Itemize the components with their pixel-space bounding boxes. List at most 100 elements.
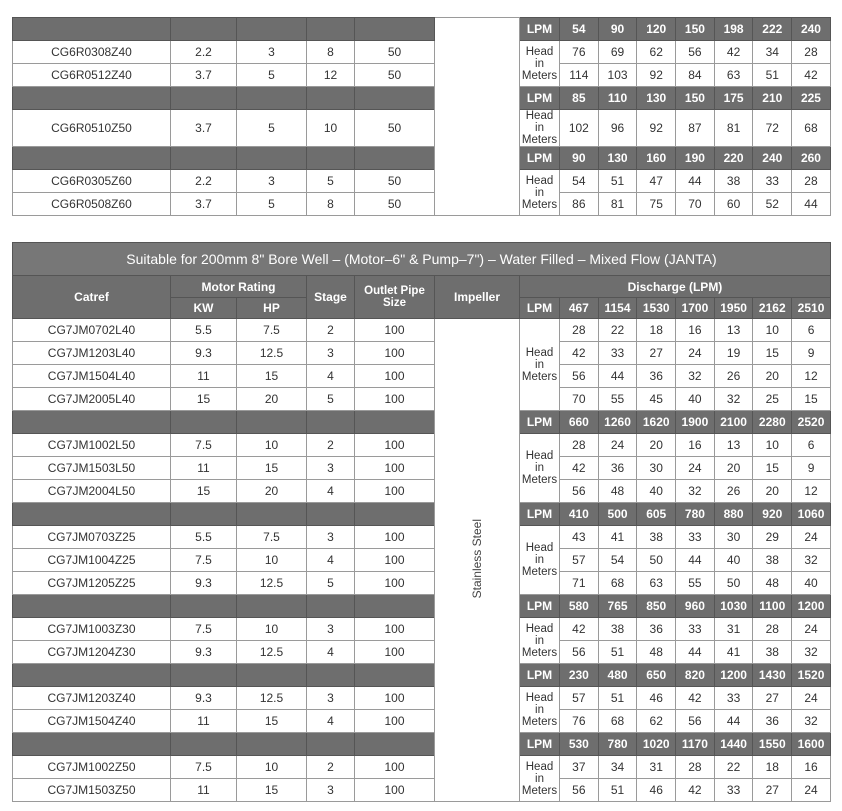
hp-cell: 10	[236, 617, 307, 641]
lpm-value: 605	[636, 502, 677, 526]
head-value: 24	[791, 778, 831, 802]
head-value: 57	[559, 686, 599, 710]
catref-cell: CG7JM1205Z25	[12, 571, 171, 595]
head-value: 28	[559, 433, 599, 457]
head-value: 15	[752, 456, 793, 480]
stage-cell: 8	[306, 192, 355, 216]
lpm-value: 1200	[713, 663, 754, 687]
head-value: 9	[791, 456, 831, 480]
kw-cell: 9.3	[170, 640, 237, 664]
head-value: 56	[675, 709, 715, 733]
lpm-value: 2280	[752, 410, 793, 434]
head-in-meters-label: Head in Meters	[519, 169, 560, 216]
lpm-label: LPM	[519, 297, 560, 319]
head-in-meters-label: Head in Meters	[519, 617, 560, 664]
lpm-value: 220	[713, 146, 754, 170]
head-value: 70	[675, 192, 715, 216]
header-kw: KW	[170, 297, 237, 319]
header-discharge: Discharge (LPM)	[519, 275, 831, 298]
head-in-meters-label: Head in Meters	[519, 755, 560, 802]
head-value: 42	[559, 617, 599, 641]
band-spacer	[236, 146, 307, 170]
lpm-value: 2520	[791, 410, 831, 434]
lpm-value: 1950	[713, 297, 754, 319]
lpm-value: 500	[597, 502, 638, 526]
head-value: 24	[597, 433, 638, 457]
head-value: 24	[675, 341, 715, 365]
head-value: 55	[675, 571, 715, 595]
head-value: 76	[559, 709, 599, 733]
hp-cell: 7.5	[236, 318, 307, 342]
stage-cell: 2	[306, 755, 355, 779]
outlet-cell: 100	[354, 318, 435, 342]
head-value: 55	[597, 387, 638, 411]
head-value: 33	[675, 617, 715, 641]
head-value: 37	[559, 755, 599, 779]
stage-cell: 5	[306, 387, 355, 411]
catref-cell: CG7JM2005L40	[12, 387, 171, 411]
lpm-band-row: LPM 54 90 120 150 198 222 240	[12, 17, 831, 216]
head-value: 33	[713, 778, 754, 802]
lpm-value: 1260	[597, 410, 638, 434]
head-value: 32	[791, 548, 831, 572]
band-spacer	[354, 732, 435, 756]
catref-cell: CG7JM2004L50	[12, 479, 171, 503]
band-spacer	[306, 732, 355, 756]
hp-cell: 12.5	[236, 571, 307, 595]
head-in-meters-label: Head in Meters	[519, 433, 560, 503]
head-value: 56	[559, 364, 599, 388]
head-value: 40	[675, 387, 715, 411]
hp-cell: 5	[236, 63, 307, 87]
head-value: 69	[597, 40, 638, 64]
head-value: 46	[636, 778, 677, 802]
head-value: 52	[752, 192, 793, 216]
hp-cell: 5	[236, 192, 307, 216]
header-impeller: Impeller	[434, 275, 520, 319]
catref-cell: CG7JM1503Z50	[12, 778, 171, 802]
head-value: 31	[713, 617, 754, 641]
head-value: 40	[791, 571, 831, 595]
lpm-band-row: LPM 410 500 605 780 880 920 1060	[12, 502, 831, 526]
head-value: 81	[597, 192, 638, 216]
head-value: 51	[597, 640, 638, 664]
hp-cell: 15	[236, 709, 307, 733]
stage-cell: 4	[306, 548, 355, 572]
head-value: 42	[559, 456, 599, 480]
head-in-meters-label: Head in Meters	[519, 686, 560, 733]
head-value: 42	[675, 686, 715, 710]
band-spacer	[306, 146, 355, 170]
head-value: 24	[675, 456, 715, 480]
lpm-value: 850	[636, 594, 677, 618]
impeller-cell: Stainless Steel	[434, 318, 520, 802]
outlet-cell: 100	[354, 778, 435, 802]
head-value: 41	[597, 525, 638, 549]
lpm-label: LPM	[519, 502, 560, 526]
stage-cell: 4	[306, 640, 355, 664]
outlet-cell: 100	[354, 571, 435, 595]
head-value: 48	[752, 571, 793, 595]
head-in-meters-label: Head in Meters	[519, 109, 560, 147]
head-value: 45	[636, 387, 677, 411]
kw-cell: 5.5	[170, 525, 237, 549]
stage-cell: 4	[306, 364, 355, 388]
head-value: 36	[752, 709, 793, 733]
head-value: 27	[636, 341, 677, 365]
lpm-value: 1170	[675, 732, 715, 756]
head-value: 103	[597, 63, 638, 87]
head-value: 12	[791, 479, 831, 503]
head-value: 9	[791, 341, 831, 365]
band-spacer	[354, 594, 435, 618]
lpm-value: 410	[559, 502, 599, 526]
pump-table-janta: Suitable for 200mm 8" Bore Well – (Motor…	[12, 242, 831, 802]
head-value: 44	[675, 169, 715, 193]
head-value: 38	[597, 617, 638, 641]
head-value: 92	[636, 63, 677, 87]
band-spacer	[12, 732, 171, 756]
outlet-cell: 50	[354, 169, 435, 193]
head-value: 44	[597, 364, 638, 388]
kw-cell: 3.7	[170, 63, 237, 87]
head-value: 54	[559, 169, 599, 193]
head-value: 84	[675, 63, 715, 87]
catref-cell: CG7JM1504Z40	[12, 709, 171, 733]
lpm-band-row: LPM 660 1260 1620 1900 2100 2280 2520	[12, 410, 831, 434]
